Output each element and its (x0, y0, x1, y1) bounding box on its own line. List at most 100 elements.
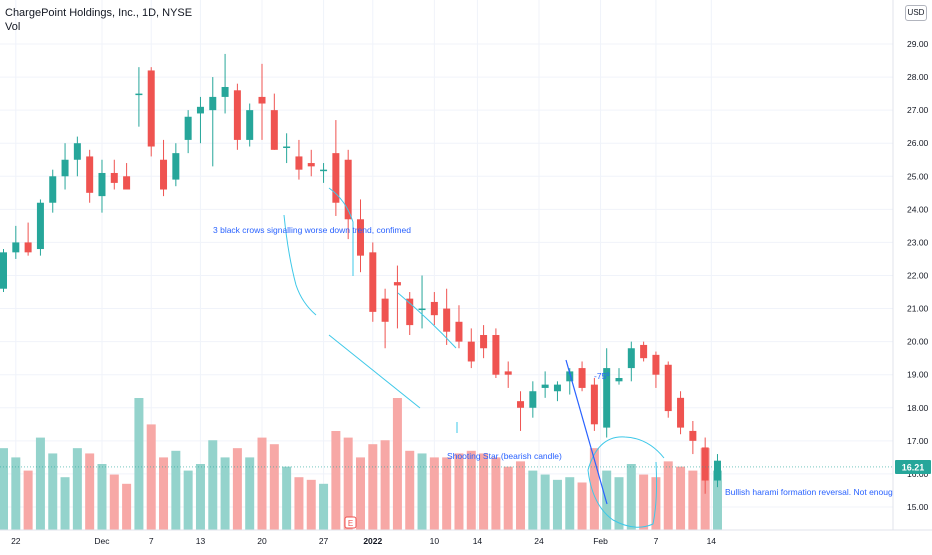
candle-body (652, 354, 660, 375)
volume-bar (331, 431, 341, 530)
price-axis-label: 19.00 (907, 370, 929, 380)
price-axis-label: 21.00 (907, 304, 929, 314)
last-price-label: 16.21 (902, 462, 925, 472)
time-axis-label: 14 (473, 536, 483, 546)
trend-line (565, 359, 608, 505)
candle-body (147, 70, 155, 147)
candle-body (209, 96, 217, 111)
volume-bar (380, 440, 390, 530)
candle-body (640, 344, 648, 359)
volume-bar (429, 457, 439, 530)
candle-body (541, 384, 549, 388)
volume-bar (368, 444, 378, 530)
volume-bar (602, 470, 612, 530)
candle-body (246, 110, 254, 140)
candle-body (504, 371, 512, 375)
volume-bar (109, 474, 119, 530)
drawing-bowl (587, 461, 658, 528)
candle-body (381, 298, 389, 322)
volume-bar (195, 464, 205, 530)
price-scale-bg (893, 0, 932, 550)
time-axis-label: 22 (11, 536, 21, 546)
candle-body (590, 384, 598, 425)
candle-body (344, 159, 352, 220)
time-axis-label: 24 (534, 536, 544, 546)
volume-bar (503, 466, 513, 530)
volume-bar (454, 453, 464, 530)
candle-body (184, 116, 192, 140)
candle-body (258, 96, 266, 104)
volume-bar (269, 444, 279, 530)
currency-badge[interactable]: USD (905, 5, 927, 21)
candle-body (12, 242, 20, 253)
drawing-curve-right (328, 187, 354, 276)
time-axis-label: 27 (319, 536, 329, 546)
volume-bar (97, 464, 107, 530)
candle-body (443, 308, 451, 332)
candle-body (603, 368, 611, 428)
price-axis-label: 28.00 (907, 72, 929, 82)
candle-body (283, 146, 291, 149)
candle-body (135, 93, 143, 96)
volume-bar (466, 450, 476, 530)
price-axis-label: 17.00 (907, 436, 929, 446)
volume-bar (614, 477, 624, 530)
volume-bar (479, 453, 489, 530)
candle-body (160, 159, 168, 190)
candle-body (98, 172, 106, 197)
candle-body (110, 172, 118, 183)
volume-bar (688, 470, 698, 530)
volume-bar (639, 474, 649, 530)
time-axis-label: 13 (196, 536, 206, 546)
time-axis-label: 10 (430, 536, 440, 546)
candle-body (0, 252, 7, 289)
volume-bar (159, 457, 169, 530)
candle-body (455, 321, 463, 342)
volume-bar (442, 457, 452, 530)
volume-bar (712, 470, 722, 530)
candle-body (467, 341, 475, 362)
time-axis-label: 20 (257, 536, 267, 546)
earnings-marker-label: E (348, 519, 353, 528)
price-axis-label: 22.00 (907, 270, 929, 280)
volume-bar (565, 477, 575, 530)
candle-body (61, 159, 69, 177)
price-axis-label: 27.00 (907, 105, 929, 115)
time-axis-label: 14 (707, 536, 717, 546)
volume-bar (208, 440, 218, 530)
candle-body (689, 430, 697, 441)
volume-bar (294, 477, 304, 530)
volume-bar (405, 450, 415, 530)
candle-body (578, 368, 586, 388)
candle-body (172, 153, 180, 180)
annotation-three-black-crows: 3 black crows signalling worse down tren… (213, 225, 411, 235)
price-axis-label: 24.00 (907, 204, 929, 214)
volume-bar (282, 466, 292, 530)
volume-bar (171, 450, 181, 530)
volume-bar (417, 453, 427, 530)
candle-body (701, 447, 709, 481)
candle-body (295, 156, 303, 170)
price-axis-label: 23.00 (907, 237, 929, 247)
candle-body (73, 143, 81, 160)
candle-body (270, 110, 278, 150)
volume-bar (23, 470, 33, 530)
candle-body (566, 371, 574, 382)
candle-body (627, 348, 635, 369)
volume-bar (60, 477, 70, 530)
drawing-curve-left (283, 214, 317, 316)
volume-bar (491, 457, 501, 530)
price-axis-label: 15.00 (907, 502, 929, 512)
drawing-arc (587, 436, 665, 471)
volume-bar (0, 448, 8, 530)
candle-body (332, 153, 340, 203)
candle-body (86, 156, 94, 193)
candle-body (356, 219, 364, 256)
volume-bar (48, 453, 58, 530)
candle-body (529, 391, 537, 408)
annotation-angle: -75º (594, 371, 609, 381)
candle-body (480, 335, 488, 349)
candle-body (320, 169, 328, 172)
volume-bar (232, 448, 242, 530)
